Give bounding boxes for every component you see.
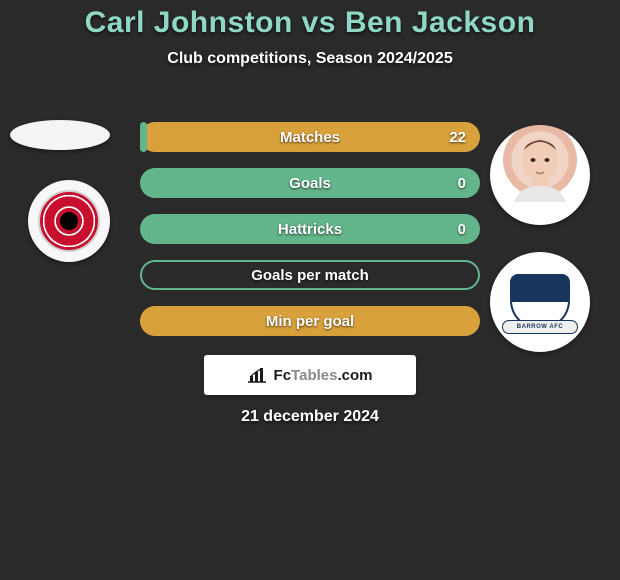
brand-mid: Tables xyxy=(291,367,337,384)
stat-label: Goals per match xyxy=(140,260,480,290)
player1-club-crest xyxy=(28,180,110,262)
stat-row: Goals0 xyxy=(140,168,480,198)
brand-text: FcTables.com xyxy=(274,367,373,384)
fctables-badge[interactable]: FcTables.com xyxy=(204,355,416,395)
page-title: Carl Johnston vs Ben Jackson xyxy=(0,6,620,40)
stat-value-right: 22 xyxy=(449,122,466,152)
stat-row: Min per goal xyxy=(140,306,480,336)
stat-rows: Matches22Goals0Hattricks0Goals per match… xyxy=(140,122,480,352)
player2-club-crest: BARROW AFC xyxy=(490,252,590,352)
brand-prefix: Fc xyxy=(274,367,292,384)
brand-suffix: .com xyxy=(337,367,372,384)
stat-row: Matches22 xyxy=(140,122,480,152)
stat-row: Goals per match xyxy=(140,260,480,290)
face-icon xyxy=(510,132,570,202)
stat-label: Matches xyxy=(140,122,480,152)
page-subtitle: Club competitions, Season 2024/2025 xyxy=(0,50,620,68)
player1-photo-placeholder xyxy=(10,120,110,150)
stat-value-right: 0 xyxy=(458,168,466,198)
barrow-crest-icon: BARROW AFC xyxy=(502,264,578,340)
stat-label: Goals xyxy=(140,168,480,198)
stat-row: Hattricks0 xyxy=(140,214,480,244)
bar-chart-icon xyxy=(248,366,268,384)
player2-photo xyxy=(490,125,590,225)
stat-value-right: 0 xyxy=(458,214,466,244)
stat-label: Min per goal xyxy=(140,306,480,336)
comparison-card: Carl Johnston vs Ben Jackson Club compet… xyxy=(0,0,620,440)
stat-label: Hattricks xyxy=(140,214,480,244)
snapshot-date: 21 december 2024 xyxy=(0,408,620,426)
ftfc-crest-icon xyxy=(38,190,100,252)
